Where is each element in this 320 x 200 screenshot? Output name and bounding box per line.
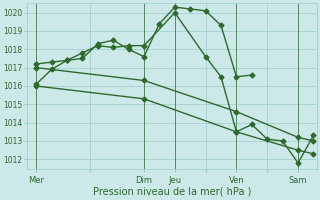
X-axis label: Pression niveau de la mer( hPa ): Pression niveau de la mer( hPa ) (92, 187, 251, 197)
